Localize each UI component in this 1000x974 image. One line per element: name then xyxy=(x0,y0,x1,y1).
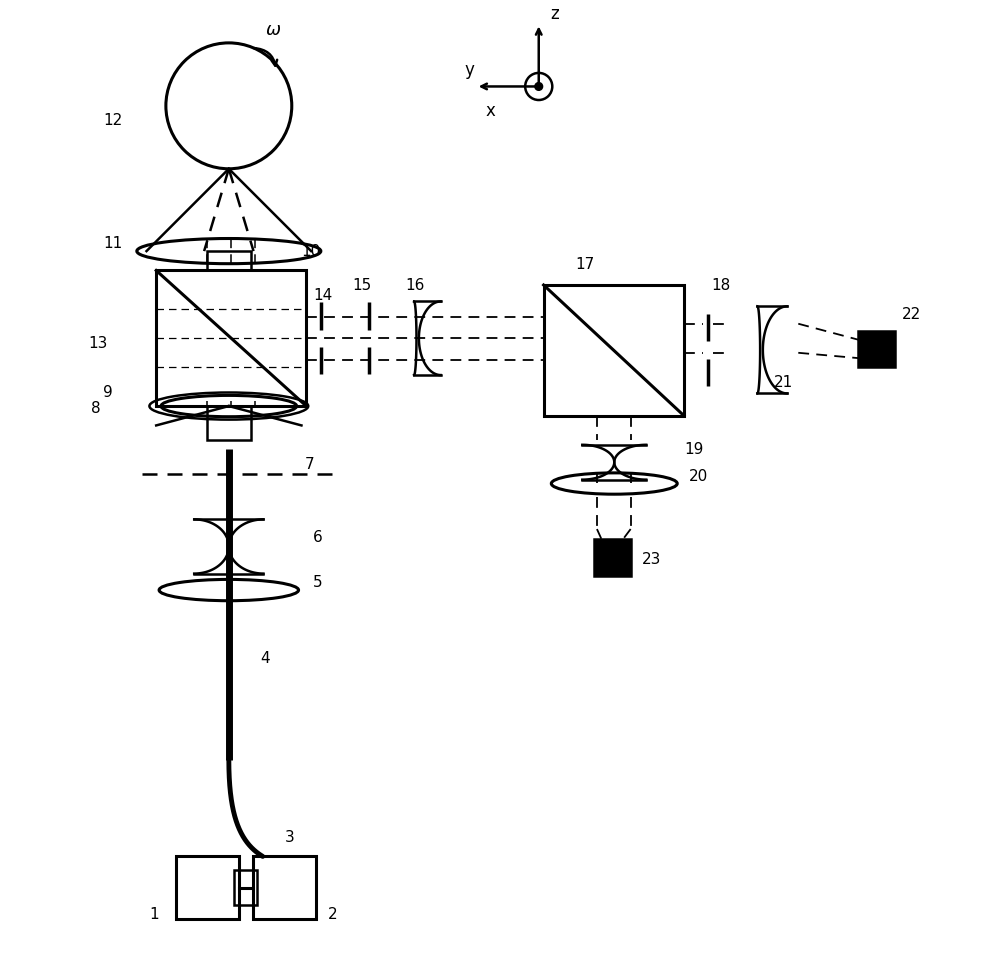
Bar xyxy=(253,856,316,919)
Text: 6: 6 xyxy=(313,530,323,544)
Text: 19: 19 xyxy=(684,442,703,458)
Text: 1: 1 xyxy=(149,908,159,922)
Text: 22: 22 xyxy=(902,307,921,321)
Text: 11: 11 xyxy=(103,236,122,251)
Text: $\omega$: $\omega$ xyxy=(265,21,281,39)
Text: 13: 13 xyxy=(88,336,108,351)
Text: 5: 5 xyxy=(313,576,323,590)
Text: 16: 16 xyxy=(405,278,424,293)
Text: 2: 2 xyxy=(328,908,337,922)
Text: 4: 4 xyxy=(260,651,269,665)
Text: 17: 17 xyxy=(576,256,595,272)
Bar xyxy=(234,871,257,905)
Bar xyxy=(207,251,251,271)
Text: 18: 18 xyxy=(711,278,730,293)
Text: 15: 15 xyxy=(353,278,372,293)
Bar xyxy=(156,271,306,406)
Bar xyxy=(544,285,684,416)
Text: z: z xyxy=(550,5,559,22)
Text: 23: 23 xyxy=(642,552,662,567)
Bar xyxy=(594,539,631,576)
Bar xyxy=(858,330,895,367)
Text: 21: 21 xyxy=(774,375,793,390)
Text: 7: 7 xyxy=(304,457,314,472)
Text: 14: 14 xyxy=(313,287,332,303)
Text: 20: 20 xyxy=(689,468,708,484)
Text: x: x xyxy=(485,101,495,120)
Bar xyxy=(176,856,239,919)
Text: 3: 3 xyxy=(285,830,295,844)
Circle shape xyxy=(535,83,543,91)
Bar xyxy=(207,406,251,440)
Text: 10: 10 xyxy=(301,244,321,259)
Text: 12: 12 xyxy=(103,113,122,129)
Text: 8: 8 xyxy=(91,401,101,416)
Text: 9: 9 xyxy=(103,386,113,400)
Text: y: y xyxy=(464,60,474,79)
